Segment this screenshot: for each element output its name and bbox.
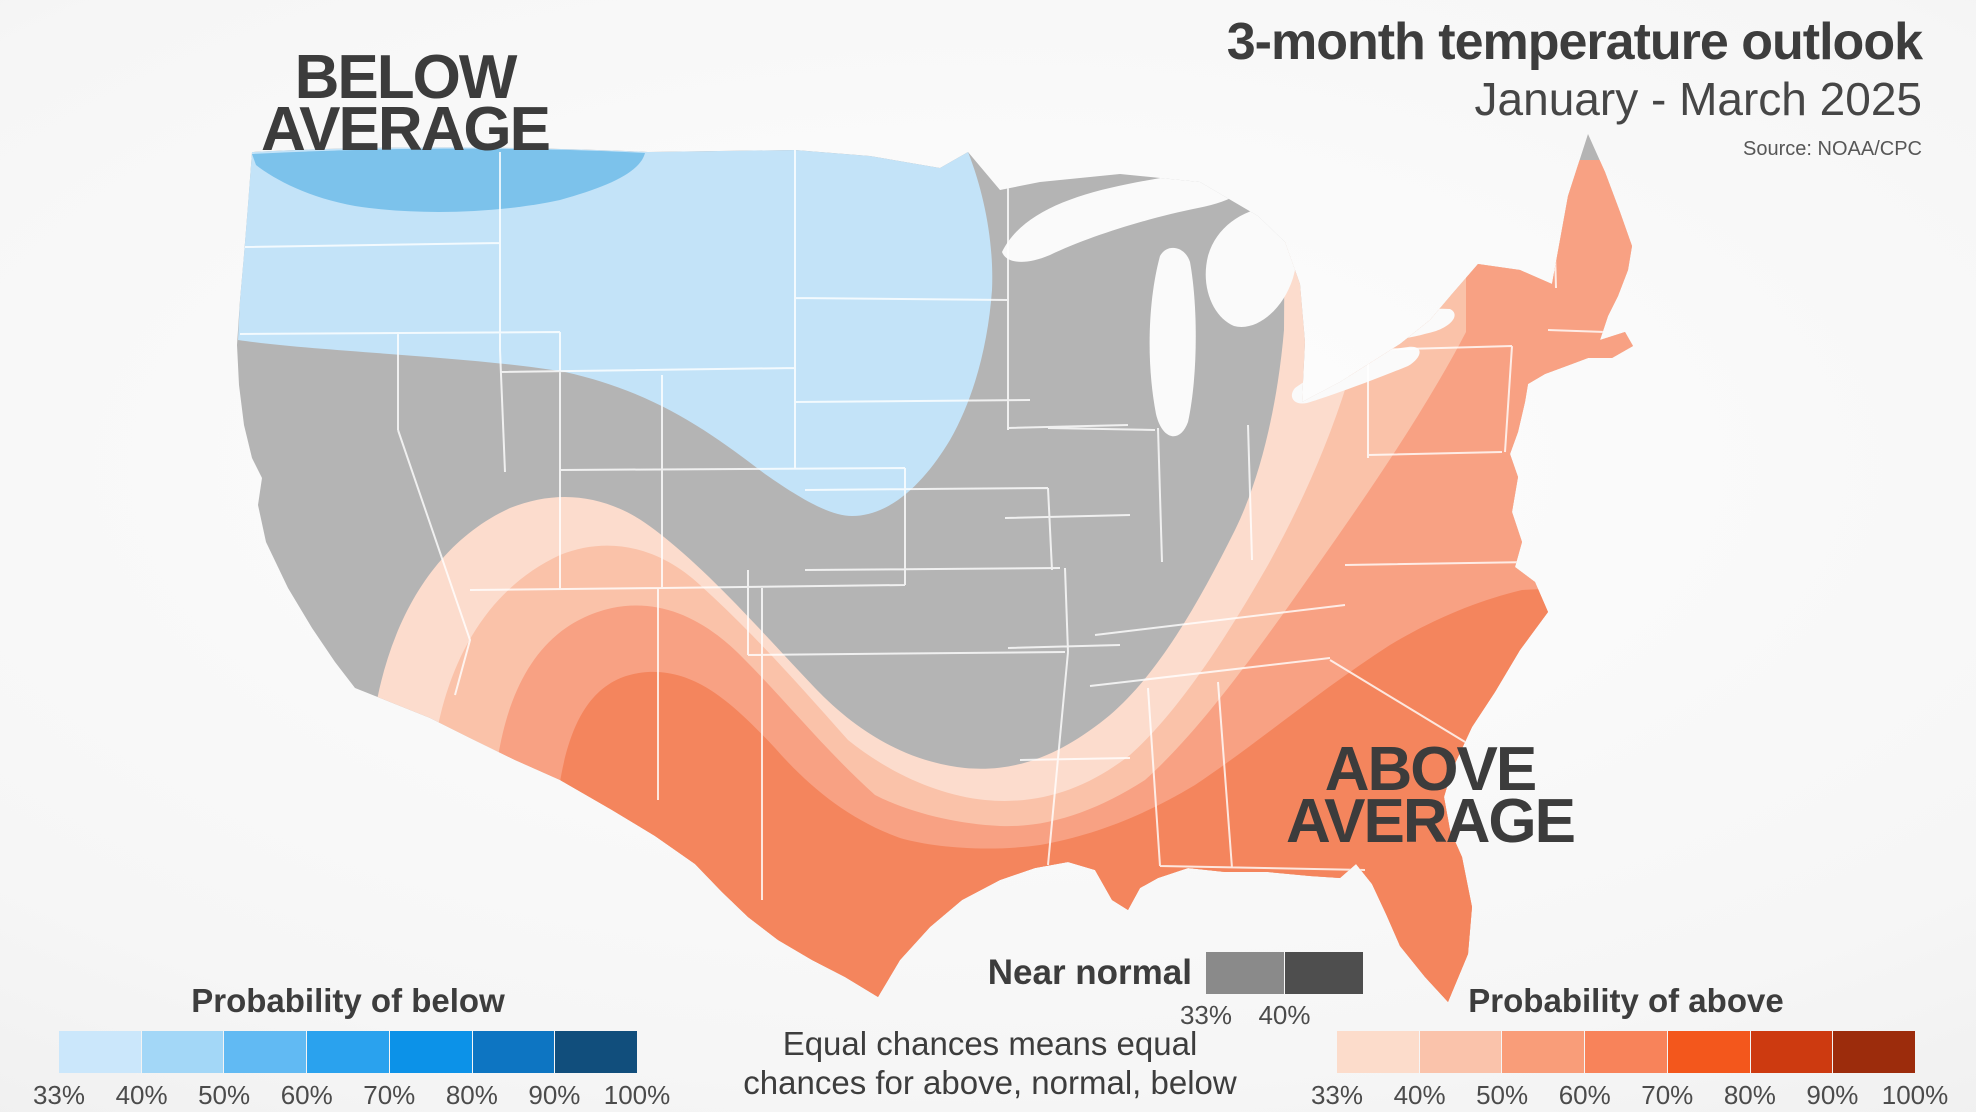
tick-label: 60% <box>280 1080 333 1110</box>
legend-below-swatch-33 <box>59 1031 141 1073</box>
legend-above-swatch-90 <box>1833 1031 1916 1073</box>
tick-label: 50% <box>1476 1080 1529 1110</box>
above-average-map-label: ABOVE AVERAGE <box>1225 735 1635 856</box>
above-average-line1: ABOVE <box>1324 735 1537 804</box>
above-average-line2: AVERAGE <box>1285 787 1576 856</box>
page-title: 3-month temperature outlook <box>1226 13 1923 71</box>
below-average-line1: BELOW <box>294 43 518 112</box>
tick-label: 33% <box>1310 1080 1364 1110</box>
legend-above-color-bar <box>1337 1031 1916 1073</box>
state-borders <box>239 144 1606 900</box>
page-subtitle: January - March 2025 <box>1474 73 1922 125</box>
legend-above-swatch-33 <box>1337 1031 1419 1073</box>
tick-label: 90% <box>1806 1080 1859 1110</box>
legend-near-normal-tick-labels: 33% 40% <box>1180 1000 1363 1030</box>
legend-probability-of-above: Probability of above 33% 40% 50% 60% 70%… <box>1311 982 1948 1110</box>
title-block: 3-month temperature outlook January - Ma… <box>1226 13 1923 161</box>
tick-label: 40% <box>1393 1080 1446 1110</box>
legend-below-swatch-60 <box>307 1031 389 1073</box>
equal-chances-note: Equal chances means equal chances for ab… <box>700 1024 1280 1102</box>
tick-label: 60% <box>1558 1080 1611 1110</box>
tick-label: 100% <box>603 1080 671 1110</box>
legend-probability-of-below: Probability of below 33% 40% 50% 60% 70%… <box>33 982 670 1110</box>
map-region-below-40-pct <box>252 148 645 212</box>
tick-label: 100% <box>1881 1080 1949 1110</box>
below-average-map-label: BELOW AVERAGE <box>205 43 605 164</box>
lake-superior <box>1002 170 1253 262</box>
legend-below-color-bar <box>59 1031 638 1073</box>
source-attribution: Source: NOAA/CPC <box>1743 138 1922 160</box>
tick-label: 33% <box>1179 1000 1233 1030</box>
legend-normal-swatch-33 <box>1206 952 1284 994</box>
legend-normal-swatch-40 <box>1285 952 1363 994</box>
legend-above-title: Probability of above <box>1468 982 1784 1019</box>
legend-above-swatch-80 <box>1750 1031 1833 1073</box>
legend-above-swatch-50 <box>1502 1031 1585 1073</box>
below-average-line2: AVERAGE <box>260 95 551 164</box>
tick-label: 40% <box>1258 1000 1311 1030</box>
legend-above-swatch-40 <box>1419 1031 1502 1073</box>
map-region-below-33-pct <box>238 147 993 516</box>
legend-below-swatch-90 <box>555 1031 638 1073</box>
tick-label: 80% <box>1723 1080 1776 1110</box>
legend-above-swatch-60 <box>1585 1031 1667 1073</box>
equal-chances-note-line2: chances for above, normal, below <box>743 1064 1237 1101</box>
tick-label: 40% <box>115 1080 168 1110</box>
legend-above-swatch-70 <box>1667 1031 1750 1073</box>
legend-below-swatch-80 <box>472 1031 555 1073</box>
legend-below-title: Probability of below <box>191 982 505 1019</box>
legend-below-swatch-70 <box>389 1031 472 1073</box>
lake-huron <box>1205 206 1299 327</box>
tick-label: 90% <box>528 1080 581 1110</box>
tick-label: 50% <box>198 1080 251 1110</box>
lake-michigan <box>1149 247 1196 437</box>
tick-label: 70% <box>1641 1080 1694 1110</box>
legend-near-normal-color-bar <box>1206 952 1363 994</box>
equal-chances-note-line1: Equal chances means equal <box>782 1025 1198 1062</box>
tick-label: 33% <box>32 1080 86 1110</box>
legend-near-normal-title: Near normal <box>987 953 1192 992</box>
tick-label: 80% <box>445 1080 498 1110</box>
legend-below-tick-labels: 33% 40% 50% 60% 70% 80% 90% 100% <box>33 1080 670 1110</box>
legend-below-swatch-50 <box>224 1031 307 1073</box>
tick-label: 70% <box>363 1080 416 1110</box>
legend-below-swatch-40 <box>141 1031 224 1073</box>
legend-above-tick-labels: 33% 40% 50% 60% 70% 80% 90% 100% <box>1311 1080 1948 1110</box>
